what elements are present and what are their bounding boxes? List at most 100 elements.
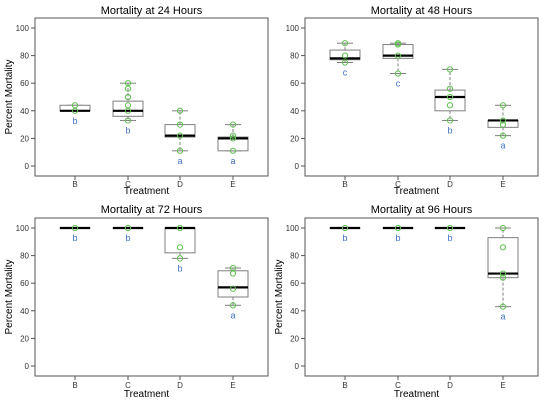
significance-letter: a — [500, 141, 505, 151]
y-axis-label: Percent Mortality — [4, 59, 15, 134]
y-tick-label: 100 — [16, 224, 30, 233]
x-tick-label: B — [72, 381, 77, 390]
significance-letter: c — [343, 68, 348, 78]
iqr-box — [217, 270, 249, 298]
box-B: c — [329, 40, 361, 78]
data-point — [176, 224, 184, 232]
x-tick-label: B — [342, 381, 347, 390]
box-D: b — [164, 224, 196, 273]
data-point — [499, 102, 507, 109]
x-tick-label: E — [500, 381, 505, 390]
box-C: c — [382, 40, 414, 89]
plot-frame — [34, 217, 269, 377]
data-point — [446, 93, 454, 101]
chart-panel-2: Mortality at 48 Hours 0 20 40 60 80 100 Treatme… — [286, 5, 539, 197]
x-tick-label: D — [177, 381, 183, 390]
chart-title: Mortality at 24 Hours — [101, 5, 203, 17]
box-D: a — [164, 107, 196, 166]
chart-title: Mortality at 72 Hours — [101, 204, 203, 216]
data-point — [499, 117, 507, 124]
data-point — [499, 224, 507, 232]
data-point — [499, 121, 507, 128]
data-point — [229, 302, 237, 309]
iqr-box — [164, 124, 196, 138]
data-point — [229, 132, 237, 139]
data-point — [229, 121, 237, 128]
x-axis-label: Treatment — [394, 186, 439, 197]
y-tick-label: 20 — [20, 334, 29, 343]
data-point — [176, 121, 184, 128]
iqr-box — [487, 237, 519, 279]
iqr-box — [217, 136, 249, 152]
x-tick-label: D — [447, 180, 453, 189]
y-tick-label: 20 — [290, 134, 299, 143]
significance-letter: b — [342, 233, 347, 243]
x-axis-label: Treatment — [394, 389, 439, 400]
data-point — [499, 303, 507, 310]
box-D: b — [434, 66, 466, 135]
data-point — [124, 102, 132, 109]
y-tick-label: 40 — [20, 107, 29, 116]
y-tick-label: 40 — [290, 307, 299, 316]
data-point — [124, 224, 132, 232]
x-axis-label: Treatment — [124, 389, 169, 400]
significance-letter: a — [177, 156, 182, 166]
x-tick-label: C — [125, 381, 131, 390]
data-point — [499, 274, 507, 281]
data-point — [394, 52, 402, 59]
significance-letter: b — [72, 116, 77, 126]
x-tick-label: E — [230, 180, 235, 189]
y-tick-label: 80 — [20, 252, 29, 261]
data-point — [176, 132, 184, 139]
x-tick-label: B — [72, 180, 77, 189]
significance-letter: a — [500, 312, 505, 322]
data-point — [499, 132, 507, 139]
y-axis-label: Percent Mortality — [4, 259, 15, 334]
x-tick-label: C — [395, 381, 401, 390]
y-tick-label: 40 — [20, 307, 29, 316]
chart-title: Mortality at 48 Hours — [371, 5, 473, 17]
data-point — [124, 117, 132, 124]
chart-panel-1: Mortality at 24 Hours 0 20 40 60 80 100 Percent… — [4, 5, 269, 197]
y-tick-label: 0 — [25, 162, 30, 171]
y-tick-label: 20 — [20, 134, 29, 143]
x-tick-label: E — [230, 381, 235, 390]
iqr-box — [164, 227, 196, 254]
y-tick-label: 20 — [290, 334, 299, 343]
y-axis-label: Percent Mortality — [274, 259, 285, 334]
y-tick-label: 40 — [290, 107, 299, 116]
box-D: b — [434, 224, 466, 243]
box-B: b — [59, 224, 91, 243]
x-tick-label: D — [447, 381, 453, 390]
box-C: b — [112, 224, 144, 243]
significance-letter: a — [230, 310, 235, 320]
box-C: b — [382, 224, 414, 243]
box-E: a — [217, 264, 249, 320]
y-tick-label: 60 — [20, 79, 29, 88]
significance-letter: b — [125, 233, 130, 243]
data-point — [499, 244, 507, 251]
data-point — [176, 107, 184, 114]
y-tick-label: 0 — [295, 162, 300, 171]
significance-letter: b — [125, 125, 130, 135]
data-point — [446, 85, 454, 92]
chart-panel-3: Mortality at 72 Hours 0 20 40 60 80 100 Percent… — [4, 204, 269, 400]
data-point — [446, 102, 454, 109]
data-point — [341, 52, 349, 59]
box-E: a — [487, 102, 519, 151]
y-tick-label: 80 — [20, 52, 29, 61]
data-point — [341, 59, 349, 66]
data-point — [341, 224, 349, 232]
data-point — [124, 93, 132, 101]
significance-letter: a — [230, 156, 235, 166]
y-tick-label: 100 — [16, 24, 30, 33]
data-point — [446, 66, 454, 73]
data-point — [394, 224, 402, 232]
x-tick-label: E — [500, 180, 505, 189]
data-point — [229, 285, 237, 292]
data-point — [446, 224, 454, 232]
significance-letter: b — [395, 233, 400, 243]
data-point — [229, 147, 237, 154]
y-tick-label: 60 — [290, 79, 299, 88]
